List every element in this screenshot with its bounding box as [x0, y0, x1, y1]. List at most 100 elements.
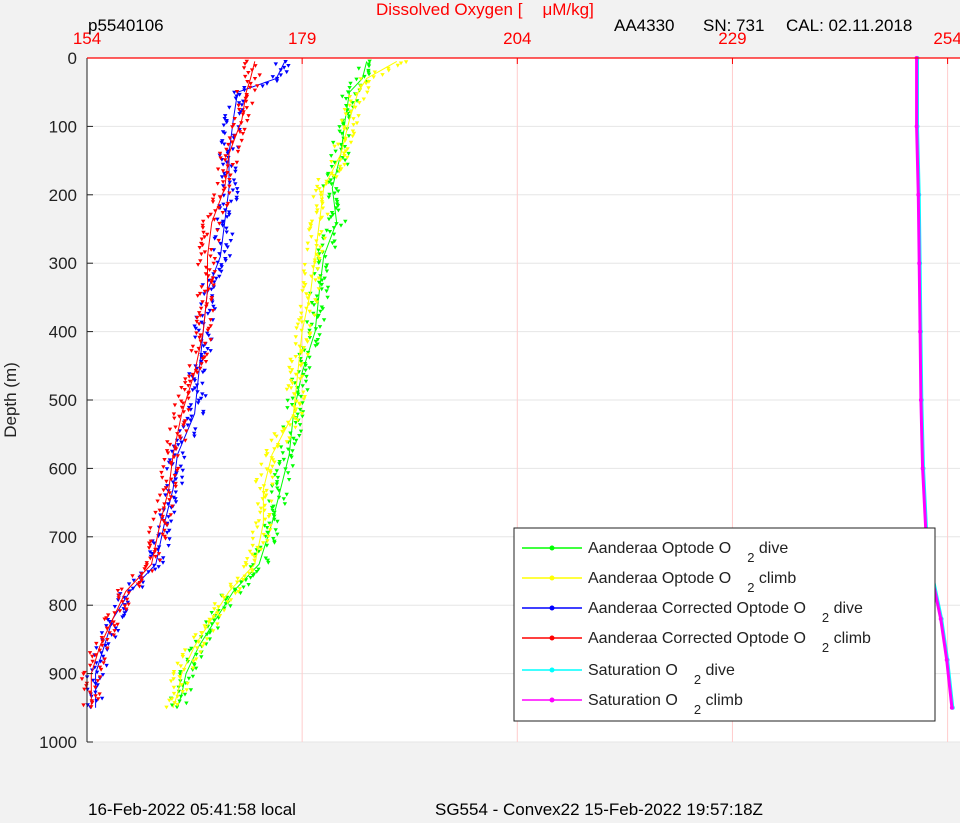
data-point [290, 449, 295, 453]
legend-label-name: Aanderaa Optode O [588, 570, 731, 587]
data-point [319, 230, 324, 234]
data-point [339, 119, 344, 123]
data-point [304, 292, 309, 296]
data-point [198, 313, 203, 318]
data-point [326, 217, 332, 222]
data-point [120, 600, 125, 604]
data-point [304, 320, 310, 325]
data-point [90, 659, 95, 664]
data-point [293, 417, 298, 421]
data-point [278, 445, 284, 450]
data-point [233, 166, 238, 171]
data-point [202, 289, 208, 294]
data-point [152, 550, 157, 555]
data-point [246, 71, 251, 75]
data-point [236, 101, 242, 105]
legend-label-subscript: 2 [747, 580, 754, 595]
data-point [293, 421, 298, 425]
data-point [221, 608, 227, 613]
data-point [266, 560, 271, 565]
legend-swatch-marker [549, 545, 555, 551]
y-tick-label: 0 [68, 49, 77, 68]
data-point [380, 73, 385, 77]
axes: 0 100 200 300 400 500 600 700 800 900 1000 154 179 20… [39, 29, 960, 752]
data-point [179, 481, 185, 486]
data-point [210, 309, 216, 313]
data-point [225, 245, 230, 250]
data-point [302, 263, 307, 267]
data-point [292, 405, 297, 410]
data-point [193, 427, 198, 432]
legend-label: Aanderaa Optode O 2 climb [588, 570, 796, 595]
data-point [329, 182, 334, 187]
data-point [194, 652, 199, 657]
data-point [205, 624, 211, 629]
x-tick-label: 229 [718, 29, 746, 48]
data-point [330, 241, 335, 246]
data-point [186, 384, 191, 388]
data-point [93, 694, 98, 698]
data-point [329, 171, 334, 176]
data-point [316, 261, 321, 265]
data-point [146, 530, 152, 535]
data-point [242, 62, 248, 66]
data-point [124, 607, 129, 612]
data-point [165, 484, 170, 488]
data-point [180, 451, 185, 456]
data-point [175, 432, 180, 436]
data-point [250, 543, 255, 548]
data-point [311, 265, 316, 270]
data-point [200, 283, 205, 288]
data-point [200, 357, 206, 361]
data-point [155, 499, 160, 504]
data-point [98, 667, 104, 672]
calibration-date: CAL: 02.11.2018 [786, 16, 912, 35]
data-point [175, 702, 180, 707]
data-point [229, 140, 235, 145]
data-point [305, 340, 310, 344]
data-point [130, 574, 135, 578]
data-point [287, 436, 292, 441]
data-point [179, 475, 185, 480]
data-point [272, 447, 277, 451]
data-point [307, 355, 312, 360]
data-point [305, 352, 310, 357]
data-point [351, 123, 356, 127]
data-point [294, 438, 299, 443]
data-point [250, 101, 255, 106]
data-point [944, 657, 949, 662]
data-point [395, 63, 400, 68]
data-point [263, 495, 268, 500]
data-point [177, 414, 182, 419]
data-point [314, 252, 319, 257]
data-point [335, 203, 341, 208]
data-point [324, 182, 329, 186]
data-point [156, 545, 162, 550]
data-point [208, 324, 213, 328]
data-point [194, 331, 199, 336]
legend-item: Aanderaa Optode O 2 dive [522, 540, 788, 565]
data-point [173, 497, 178, 501]
data-point [137, 584, 142, 589]
data-point [107, 620, 112, 624]
data-point [163, 493, 168, 498]
data-point [100, 673, 106, 677]
data-point [232, 134, 238, 139]
data-point [172, 403, 178, 408]
data-point [225, 201, 231, 206]
data-point [187, 364, 192, 369]
data-point [299, 328, 304, 333]
data-point [312, 258, 318, 263]
data-point [199, 631, 204, 635]
data-point [234, 195, 239, 200]
data-point [281, 457, 286, 462]
data-point [157, 558, 163, 563]
series-2 [164, 60, 409, 710]
data-point [212, 236, 217, 241]
data-point [345, 147, 350, 151]
data-point [938, 616, 943, 621]
data-point [320, 201, 325, 206]
data-point [303, 368, 308, 373]
data-point [182, 455, 187, 460]
data-point [312, 313, 317, 318]
